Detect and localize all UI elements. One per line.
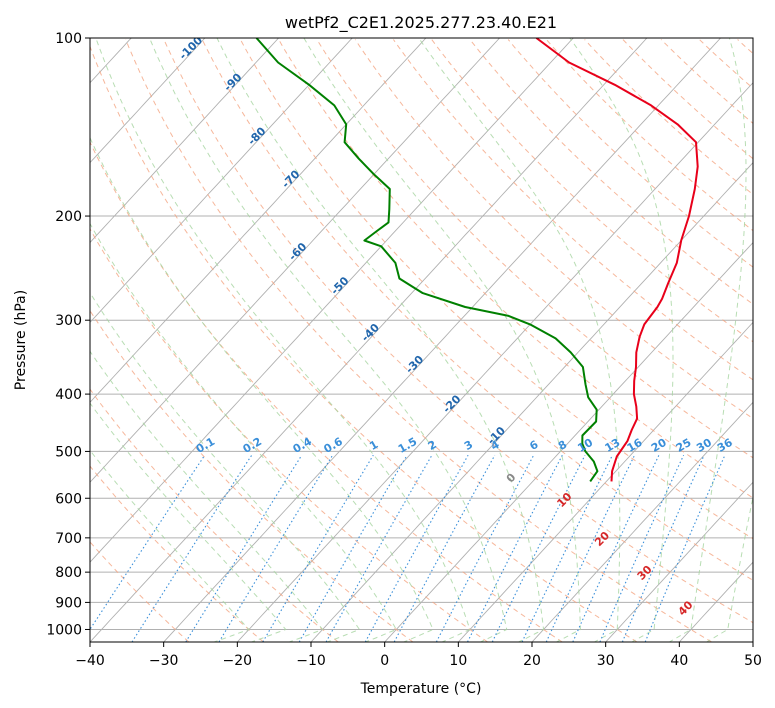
isotherm-gridline: [90, 38, 206, 164]
x-tick-label: 50: [744, 653, 762, 669]
moist-adiabat: [216, 38, 545, 642]
x-tick-label: 40: [670, 653, 688, 669]
moist-adiabat: [705, 494, 753, 642]
isotherm-gridline: [310, 161, 753, 642]
dry-adiabat: [90, 140, 563, 642]
moist-adiabat: [90, 350, 324, 642]
x-tick-label: −30: [149, 653, 179, 669]
x-tick-label: 0: [380, 653, 389, 669]
dry-adiabat: [239, 39, 753, 540]
isotherm-gridline: [457, 321, 753, 642]
dry-adiabat: [163, 39, 753, 624]
moist-adiabat: [90, 402, 287, 642]
mixing-ratio-line: [131, 454, 253, 642]
moist-adiabat: [303, 38, 581, 642]
dry-adiabat: [431, 39, 753, 343]
dewpoint-profile: [255, 38, 599, 482]
isotherm-gridline: [90, 38, 500, 483]
moist-adiabat: [95, 38, 471, 642]
dry-adiabat: [392, 39, 753, 381]
y-tick-label: 700: [55, 531, 82, 547]
moist-adiabat: [668, 38, 747, 642]
dry-adiabat: [90, 465, 264, 642]
isotherm-gridline: [90, 38, 648, 642]
isotherm-gridline: [531, 401, 753, 642]
plot-data: [255, 38, 699, 482]
dry-adiabat: [316, 39, 753, 459]
isotherm-gridline: [90, 38, 353, 324]
isotherm-gridline: [90, 38, 279, 244]
isotherm-gridline: [90, 38, 427, 403]
y-tick-label: 1000: [46, 622, 82, 638]
y-axis-title: Pressure (hPa): [13, 290, 29, 390]
dry-adiabat: [90, 227, 488, 642]
temperature-profile: [535, 38, 699, 482]
y-tick-label: 300: [55, 313, 82, 329]
dry-adiabat: [354, 39, 753, 420]
mixing-ratio-line: [545, 454, 636, 642]
mixing-ratio-line: [218, 454, 334, 642]
isotherm-gridline: [163, 38, 721, 642]
isotherm-gridline: [605, 481, 753, 642]
moist-adiabat: [90, 136, 434, 642]
y-tick-label: 200: [55, 209, 82, 225]
dry-adiabat: [125, 39, 712, 642]
moist-adiabat: [90, 222, 397, 642]
isotherm-gridline: [384, 241, 753, 642]
x-axis-title: Temperature (°C): [360, 681, 482, 697]
dry-adiabat: [90, 45, 638, 642]
x-tick-label: 10: [449, 653, 467, 669]
moist-adiabat: [149, 38, 508, 642]
y-tick-label: 900: [55, 595, 82, 611]
dry-adiabat: [546, 39, 753, 232]
isotherm-gridline: [236, 82, 753, 642]
axes: −40 −30 −20 −10 0 10 20 30 40 50 1000 900 800 700 600 5…: [46, 31, 762, 669]
mixing-ratio-line: [521, 454, 613, 642]
plot-frame: [89, 37, 754, 643]
y-tick-label: 400: [55, 387, 82, 403]
dry-adiabat: [584, 39, 753, 196]
x-tick-label: 20: [523, 653, 541, 669]
dry-adiabat: [622, 39, 753, 160]
y-tick-label: 500: [55, 444, 82, 460]
mixing-ratio-line: [262, 454, 374, 642]
mixing-ratio-line: [393, 454, 496, 642]
y-tick-label: 600: [55, 491, 82, 507]
isotherm-gridline: [90, 38, 574, 563]
x-tick-label: −40: [75, 653, 105, 669]
mixing-ratio-line: [90, 454, 206, 631]
x-tick-label: −10: [296, 653, 326, 669]
mixing-ratio-line: [467, 454, 563, 642]
moist-adiabat: [90, 291, 361, 642]
mixing-ratio-line: [185, 454, 303, 642]
plot-grid: [90, 38, 753, 642]
mixing-ratio-line: [644, 454, 726, 642]
moist-adiabat: [90, 449, 250, 642]
chart-title: wetPf2_C2E1.2025.277.23.40.E21: [285, 13, 557, 33]
mixing-ratio-line: [435, 454, 535, 642]
y-tick-label: 100: [55, 31, 82, 47]
x-tick-label: 30: [597, 653, 615, 669]
y-tick-label: 800: [55, 565, 82, 581]
x-tick-label: −20: [223, 653, 253, 669]
moist-adiabat: [569, 38, 674, 642]
